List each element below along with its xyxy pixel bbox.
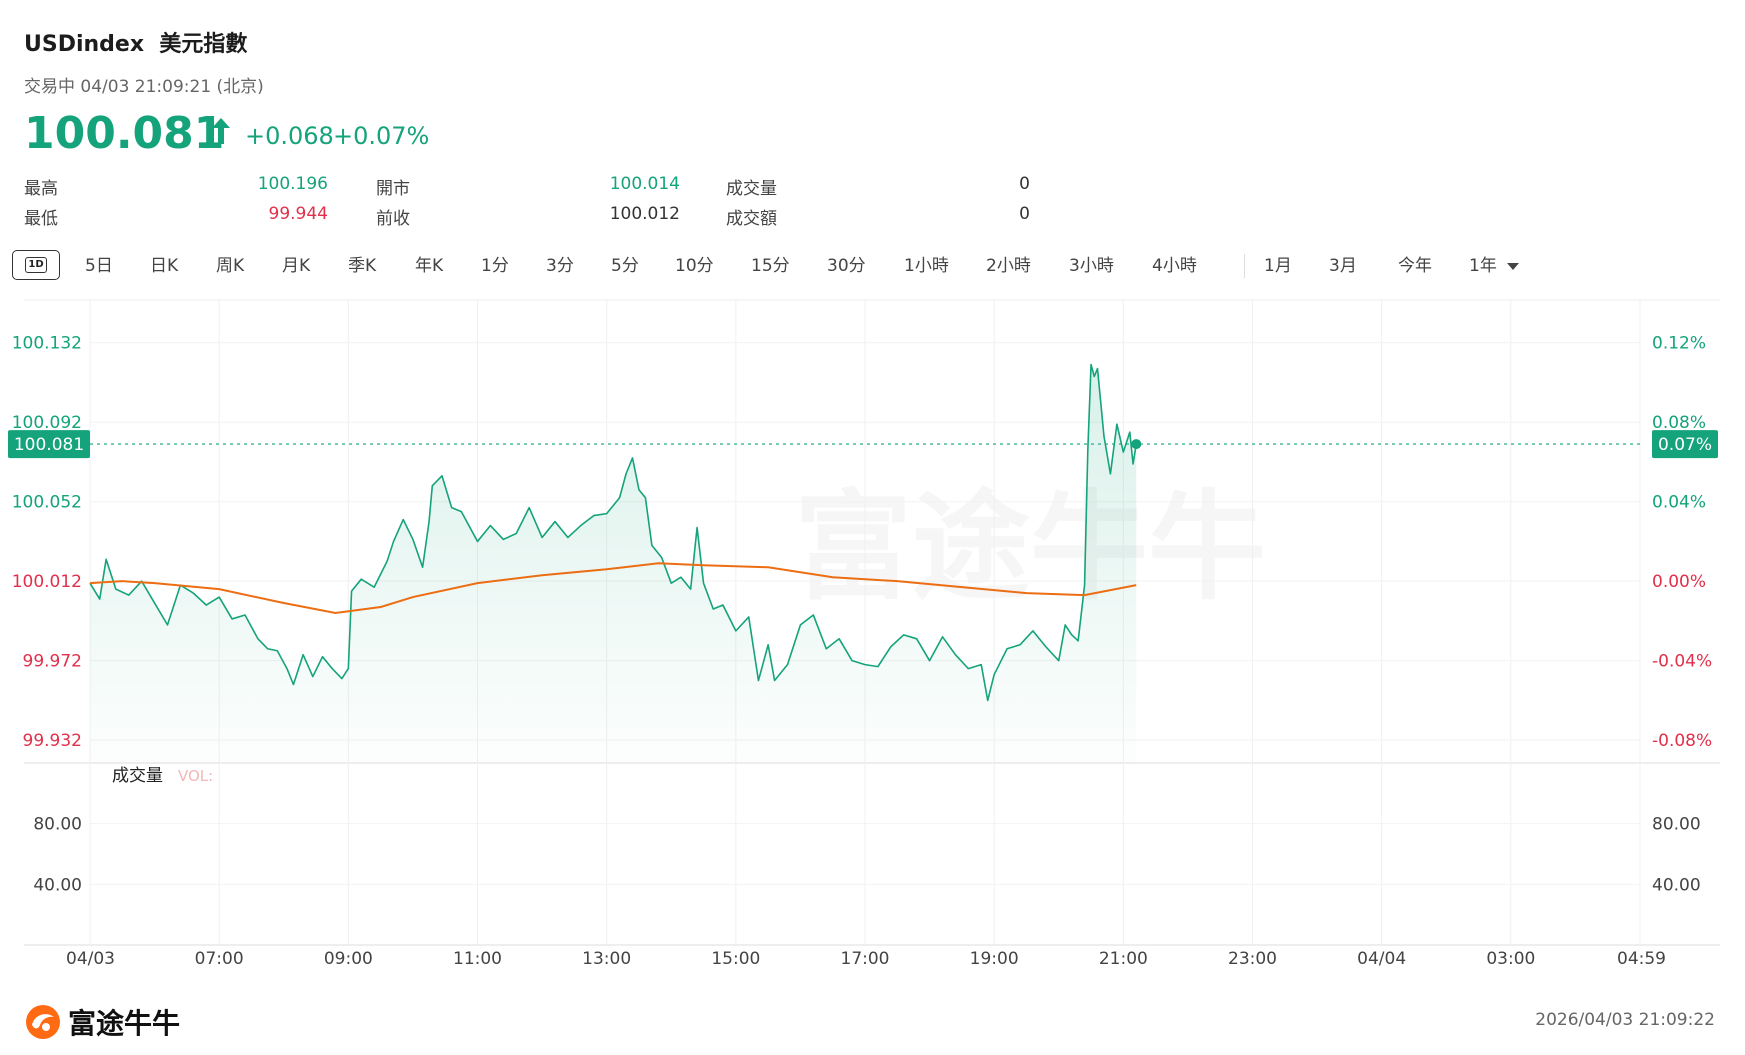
y-pct-tick-label: 0.04% bbox=[1652, 493, 1706, 513]
stat-label-turnover: 成交額 bbox=[726, 209, 777, 229]
last-pct-badge bbox=[1652, 430, 1718, 459]
period-tabs: 1D 5日 日K 周K 月K 季K 年K 1分 3分 5分 10分 15分 30… bbox=[12, 248, 1519, 284]
stat-label-high: 最高 bbox=[24, 179, 58, 199]
y-tick-label: 100.012 bbox=[12, 572, 82, 592]
stat-value-turnover: 0 bbox=[1019, 204, 1030, 224]
intraday-chart[interactable]: 富途牛牛 04/03 07:00 09:00 11:00 13:00 15:00 17:00… bbox=[0, 0, 1745, 1000]
tab-5min[interactable]: 5分 bbox=[611, 256, 639, 276]
tab-1year-label: 1年 bbox=[1469, 256, 1497, 276]
price-change-pct: +0.07% bbox=[333, 122, 430, 150]
stat-value-volume: 0 bbox=[1019, 174, 1030, 194]
trading-status: 交易中 04/03 21:09:21 (北京) bbox=[24, 77, 264, 97]
stat-value-high: 100.196 bbox=[257, 174, 328, 194]
x-tick-label: 15:00 bbox=[711, 949, 760, 969]
volume-y-label: 80.00 bbox=[33, 815, 82, 835]
tab-divider bbox=[1244, 254, 1245, 278]
tab-15min[interactable]: 15分 bbox=[751, 256, 790, 276]
tab-4hour[interactable]: 4小時 bbox=[1152, 256, 1197, 276]
up-arrow-icon bbox=[210, 116, 232, 150]
average-line bbox=[89, 562, 1137, 614]
y-tick-label: 99.932 bbox=[23, 731, 82, 751]
x-tick-label: 23:00 bbox=[1228, 949, 1277, 969]
tab-3month[interactable]: 3月 bbox=[1329, 256, 1357, 276]
x-tick-label: 09:00 bbox=[324, 949, 373, 969]
last-price-badge-label: 100.081 bbox=[14, 435, 84, 455]
last-price-badge bbox=[8, 430, 90, 459]
symbol-code: USDindex bbox=[24, 32, 145, 57]
y-tick-label: 100.132 bbox=[12, 334, 82, 354]
y-pct-tick-label: -0.04% bbox=[1652, 652, 1712, 672]
x-tick-label: 17:00 bbox=[841, 949, 890, 969]
tab-yearly-k[interactable]: 年K bbox=[415, 256, 444, 276]
x-tick-label: 07:00 bbox=[195, 949, 244, 969]
tab-30min[interactable]: 30分 bbox=[827, 256, 866, 276]
caret-down-icon bbox=[1506, 262, 1519, 270]
x-tick-label: 13:00 bbox=[582, 949, 631, 969]
tab-1year[interactable]: 1年 bbox=[1469, 248, 1519, 284]
x-tick-label: 04:59 bbox=[1617, 949, 1666, 969]
stat-value-prev-close: 100.012 bbox=[609, 204, 680, 224]
tab-1min[interactable]: 1分 bbox=[481, 256, 509, 276]
x-tick-label: 04/03 bbox=[66, 949, 115, 969]
volume-vol-label: VOL: bbox=[178, 767, 213, 785]
volume-y-right-label: 80.00 bbox=[1652, 815, 1701, 835]
price-change: +0.068 bbox=[245, 122, 334, 150]
futu-logo: 富途牛牛 bbox=[24, 1002, 180, 1042]
tab-monthly-k[interactable]: 月K bbox=[282, 256, 311, 276]
snapshot-timestamp: 2026/04/03 21:09:22 bbox=[1535, 1010, 1715, 1030]
y-tick-label: 100.092 bbox=[12, 413, 82, 433]
stat-value-open: 100.014 bbox=[609, 174, 680, 194]
tab-5d[interactable]: 5日 bbox=[85, 256, 113, 276]
price-area-fill bbox=[90, 364, 1137, 763]
page-title: USDindex 美元指數 bbox=[24, 26, 247, 58]
tab-weekly-k[interactable]: 周K bbox=[216, 256, 245, 276]
stat-label-prev-close: 前收 bbox=[376, 209, 410, 229]
tab-1month[interactable]: 1月 bbox=[1264, 256, 1292, 276]
tab-1hour[interactable]: 1小時 bbox=[904, 256, 949, 276]
last-pct-badge-label: 0.07% bbox=[1658, 435, 1712, 455]
symbol-name: 美元指數 bbox=[159, 32, 248, 57]
x-tick-label: 21:00 bbox=[1099, 949, 1148, 969]
tab-1d[interactable]: 1D bbox=[12, 250, 60, 280]
tab-quarterly-k[interactable]: 季K bbox=[348, 256, 377, 276]
tab-daily-k[interactable]: 日K bbox=[150, 256, 179, 276]
logo-text: 富途牛牛 bbox=[68, 1007, 181, 1040]
series-lines bbox=[89, 363, 1138, 702]
volume-title: 成交量 bbox=[112, 766, 163, 786]
y-pct-tick-label: 0.12% bbox=[1652, 334, 1706, 354]
tab-ytd[interactable]: 今年 bbox=[1398, 256, 1432, 276]
last-price-marker: 100.081 0.07% bbox=[8, 430, 1718, 459]
tab-3min[interactable]: 3分 bbox=[546, 256, 574, 276]
x-tick-label: 19:00 bbox=[970, 949, 1019, 969]
y-pct-tick-label: 0.08% bbox=[1652, 413, 1706, 433]
tab-2hour[interactable]: 2小時 bbox=[986, 256, 1031, 276]
stat-value-low: 99.944 bbox=[268, 204, 328, 224]
tab-10min[interactable]: 10分 bbox=[675, 256, 714, 276]
stat-label-low: 最低 bbox=[24, 209, 58, 229]
y-pct-tick-label: -0.08% bbox=[1652, 731, 1712, 751]
price-area bbox=[90, 364, 1137, 763]
x-tick-label: 04/04 bbox=[1357, 949, 1406, 969]
volume-y-label: 40.00 bbox=[33, 875, 82, 895]
x-tick-label: 03:00 bbox=[1486, 949, 1535, 969]
volume-y-right-label: 40.00 bbox=[1652, 875, 1701, 895]
grid bbox=[24, 299, 1720, 946]
y-tick-label: 100.052 bbox=[12, 493, 82, 513]
last-price-dot bbox=[1131, 439, 1142, 450]
y-tick-label: 99.972 bbox=[23, 652, 82, 672]
price-line bbox=[89, 363, 1138, 702]
y-pct-tick-label: 0.00% bbox=[1652, 572, 1706, 592]
stat-label-volume: 成交量 bbox=[726, 179, 777, 199]
futu-logo-icon bbox=[26, 1005, 60, 1039]
current-price: 100.081 bbox=[24, 108, 225, 159]
stat-label-open: 開市 bbox=[376, 179, 410, 199]
tab-3hour[interactable]: 3小時 bbox=[1069, 256, 1114, 276]
tab-1d-label: 1D bbox=[25, 257, 47, 273]
axis-labels: 04/03 07:00 09:00 11:00 13:00 15:00 17:00 19:00… bbox=[12, 334, 1712, 969]
x-tick-label: 11:00 bbox=[453, 949, 502, 969]
